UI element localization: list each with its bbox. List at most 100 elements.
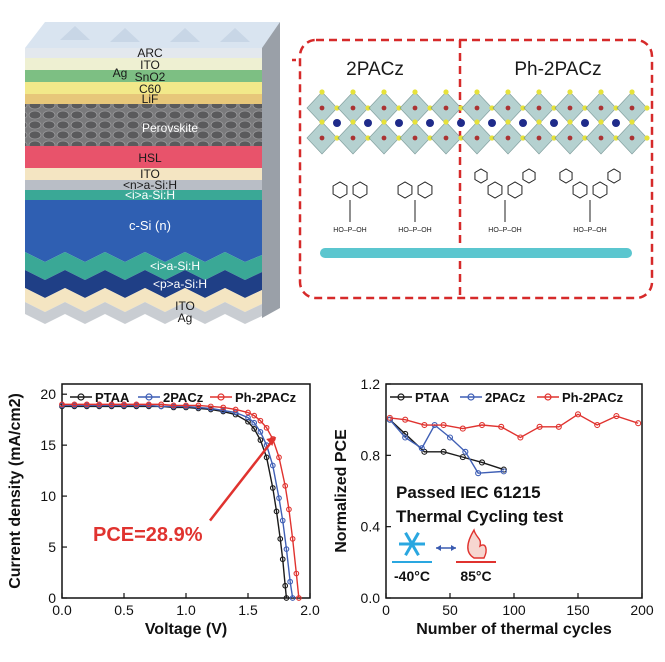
data-point	[574, 411, 582, 418]
phosphonic-group: HO–P–OH	[573, 227, 606, 234]
metal-atom	[443, 105, 449, 111]
halide-atom	[427, 135, 433, 141]
data-point	[158, 401, 165, 408]
data-point	[478, 459, 486, 466]
legend-label: PTAA	[95, 390, 130, 405]
halide-atom	[520, 105, 526, 111]
data-point	[251, 425, 258, 432]
data-point	[263, 454, 270, 461]
layer-perovskite	[25, 104, 262, 146]
data-point	[195, 402, 202, 409]
legend-marker	[77, 393, 85, 401]
halide-atom	[551, 135, 557, 141]
metal-atom	[505, 105, 511, 111]
metal-atom	[629, 135, 635, 141]
data-point	[276, 454, 282, 461]
metal-atom	[381, 135, 387, 141]
phenyl-ring	[607, 168, 621, 184]
halide-atom	[365, 135, 371, 141]
cation-atom	[612, 119, 620, 127]
data-point	[83, 401, 90, 408]
flame-icon	[467, 528, 487, 559]
series-line	[389, 419, 504, 474]
x-tick-label: 150	[566, 602, 590, 618]
y-tick-label: 0.8	[361, 447, 381, 463]
series-line	[62, 404, 294, 599]
data-point	[459, 425, 466, 432]
data-point	[475, 470, 482, 477]
label-sno2: SnO2	[135, 70, 166, 84]
legend-label: 2PACz	[485, 390, 526, 405]
metal-atom	[412, 135, 418, 141]
label-hsl: HSL	[138, 151, 162, 165]
cycling-annotation: Passed IEC 61215	[396, 483, 541, 502]
data-point	[386, 414, 393, 421]
data-point	[59, 401, 65, 408]
cold-temp-label: -40°C	[394, 568, 430, 584]
metal-atom	[598, 105, 604, 111]
x-tick-label: 100	[502, 602, 526, 618]
legend-marker	[217, 393, 225, 401]
snowflake-icon	[399, 531, 425, 557]
legend-marker	[397, 393, 405, 401]
data-point	[402, 434, 409, 441]
data-point	[251, 412, 258, 419]
data-point	[500, 468, 507, 475]
phenyl-ring	[559, 168, 573, 184]
data-point	[108, 401, 115, 408]
data-point	[536, 423, 543, 430]
halide-atom	[319, 119, 325, 125]
halide-atom	[551, 105, 557, 111]
metal-atom	[598, 135, 604, 141]
data-point	[283, 546, 290, 552]
data-point	[293, 570, 300, 577]
metal-atom	[443, 135, 449, 141]
data-point	[145, 401, 152, 408]
zoom-box	[298, 38, 654, 300]
data-point	[283, 595, 290, 601]
legend-label: Ph-2PACz	[562, 390, 624, 405]
data-point	[245, 409, 251, 416]
data-point	[276, 495, 282, 501]
legend-label: 2PACz	[163, 390, 204, 405]
halide-atom	[412, 119, 418, 125]
ring	[397, 181, 413, 199]
halide-atom	[489, 135, 495, 141]
data-point	[269, 485, 276, 491]
data-point	[257, 429, 264, 435]
x-tick-label: 1.5	[238, 602, 258, 618]
metal-atom	[350, 135, 356, 141]
stack-top-face	[25, 22, 280, 48]
halide-atom	[644, 135, 650, 141]
layer-arc	[25, 48, 262, 58]
data-point	[232, 406, 239, 413]
halide-atom	[412, 89, 418, 95]
metal-atom	[567, 135, 573, 141]
metal-atom	[629, 105, 635, 111]
data-point	[257, 417, 264, 424]
y-tick-label: 15	[40, 437, 56, 453]
molecules: HO–P–OH HO–P–OH HO–P–OH HO–P–OH	[332, 168, 621, 234]
pce-annotation: PCE=28.9%	[93, 524, 203, 546]
data-point	[282, 582, 289, 589]
metal-atom	[536, 135, 542, 141]
halide-atom	[350, 119, 356, 125]
label-ag-top: Ag	[113, 66, 128, 80]
metal-atom	[319, 135, 325, 141]
data-point	[96, 401, 103, 408]
data-point	[277, 536, 284, 542]
halide-atom	[613, 105, 619, 111]
halide-atom	[598, 119, 604, 125]
ring	[507, 181, 523, 199]
x-axis-label: Voltage (V)	[145, 621, 227, 638]
halide-atom	[536, 119, 542, 125]
data-point	[257, 437, 264, 443]
x-tick-label: 200	[630, 602, 654, 618]
data-point	[279, 517, 286, 524]
label-ph-2pacz: Ph-2PACz	[514, 59, 601, 80]
data-point	[71, 401, 78, 408]
label-i-asi-bottom: <i>a-Si:H	[150, 259, 200, 273]
cation-atom	[426, 119, 434, 127]
x-tick-label: 0.0	[52, 602, 72, 618]
x-tick-label: 0.5	[114, 602, 134, 618]
